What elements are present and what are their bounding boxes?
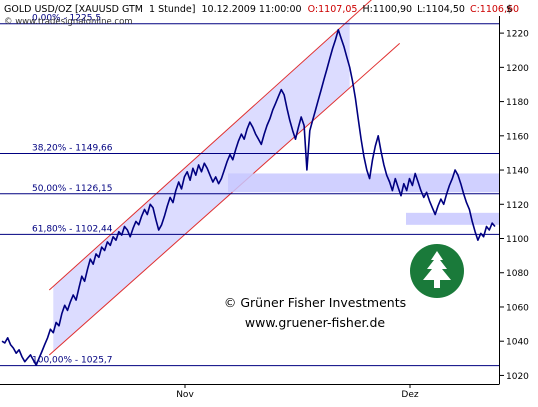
y-tick-label: 1180 bbox=[506, 98, 529, 108]
y-tick-label: 1080 bbox=[506, 269, 529, 279]
chart-header: GOLD USD/OZ [XAUUSD GTM 1 Stunde] 10.12.… bbox=[4, 4, 519, 27]
watermark-url: www.gruener-fisher.de bbox=[245, 315, 386, 330]
y-tick-label: 1020 bbox=[506, 372, 529, 382]
tree-logo-icon bbox=[410, 244, 464, 298]
support-zone bbox=[228, 173, 499, 193]
price-line bbox=[1, 28, 496, 366]
source-credit: © www.tradesignalonline.com bbox=[4, 17, 133, 27]
header-symbol: GOLD USD/OZ [XAUUSD GTM 1 Stunde] 10.12.… bbox=[4, 4, 519, 15]
axes: 1020 1040 1060 1080 1100 1120 1140 1160 1180 1200… bbox=[0, 16, 529, 400]
y-tick-label: 1220 bbox=[506, 30, 529, 40]
y-tick-label: 1060 bbox=[506, 303, 529, 313]
y-tick-label: 1160 bbox=[506, 132, 529, 142]
fib-level-label: 0,00% - 1225,5 bbox=[32, 14, 101, 24]
y-tick-label: 1040 bbox=[506, 338, 529, 348]
y-tick-label: 1140 bbox=[506, 167, 529, 177]
watermark-copyright: © Grüner Fisher Investments bbox=[224, 295, 406, 310]
fib-level-label: 100,00% - 1025,7 bbox=[32, 356, 113, 366]
x-tick-label: Nov bbox=[176, 390, 194, 400]
fib-level-label: 38,20% - 1149,66 bbox=[32, 144, 113, 154]
price-series bbox=[1, 28, 496, 366]
channel-upper-line bbox=[48, 0, 372, 291]
fib-level-label: 61,80% - 1102,44 bbox=[32, 224, 113, 234]
currency-symbol: $ bbox=[506, 4, 512, 15]
fibonacci-levels: 0,00% - 1225,5 38,20% - 1149,66 50,00% - 1… bbox=[0, 14, 499, 367]
watermark: © Grüner Fisher Investments www.gruener-… bbox=[224, 295, 406, 330]
y-tick-label: 1200 bbox=[506, 64, 529, 74]
support-zone bbox=[406, 212, 499, 225]
y-tick-label: 1120 bbox=[506, 201, 529, 211]
fib-level-label: 50,00% - 1126,15 bbox=[32, 184, 113, 194]
x-tick-label: Dez bbox=[401, 390, 418, 400]
support-zones bbox=[228, 173, 499, 225]
y-tick-label: 1100 bbox=[506, 235, 529, 245]
channel-lower-line bbox=[48, 43, 400, 356]
